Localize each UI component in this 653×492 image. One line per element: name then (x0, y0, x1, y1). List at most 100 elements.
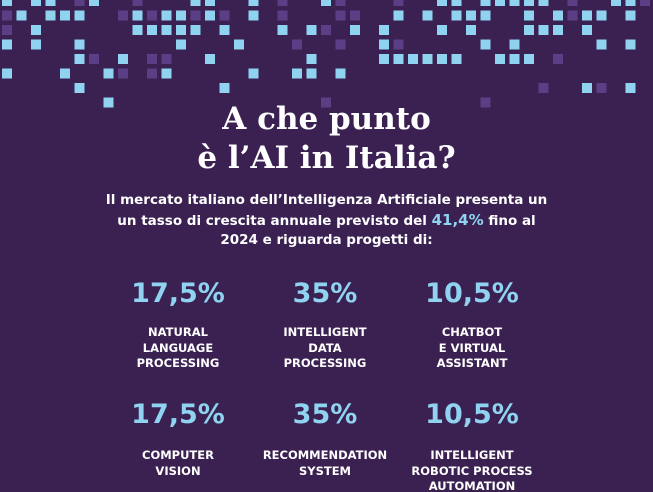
pixel (2, 0, 12, 6)
pixel (16, 10, 27, 21)
pixel (495, 0, 505, 6)
intro-text: un tasso di crescita annuale previsto de… (117, 213, 427, 229)
pixel-pattern (2, 0, 650, 108)
pixel (466, 10, 476, 21)
stat-label: ASSISTANT (436, 356, 508, 370)
pixel (538, 25, 549, 35)
pixel (393, 39, 404, 50)
pixel (277, 25, 288, 35)
pixel (350, 10, 360, 21)
pixel (596, 10, 607, 21)
pixel (509, 0, 520, 6)
stat-label: AUTOMATION (428, 479, 516, 492)
pixel (277, 0, 288, 6)
pixel (74, 39, 85, 50)
stat-value: 10,5% (425, 399, 519, 430)
pixel (379, 54, 389, 64)
title-line: A che punto (222, 101, 431, 137)
pixel (190, 10, 201, 21)
pixel (640, 0, 650, 6)
intro-line: un tasso di crescita annuale previsto de… (0, 210, 653, 231)
pixel (306, 68, 317, 79)
intro-text: fino al (488, 213, 536, 229)
highlight: 41,4% (431, 211, 484, 229)
pixel (45, 10, 56, 21)
pixel (553, 54, 563, 64)
pixel (350, 25, 360, 35)
pixel (248, 10, 259, 21)
pixel (118, 54, 128, 64)
pixel (147, 68, 157, 79)
stat-label: ROBOTIC PROCESS (411, 463, 533, 478)
pixel (132, 25, 143, 35)
pixel (118, 68, 128, 79)
pixel (582, 10, 592, 21)
pixel (205, 10, 215, 21)
pixel (118, 10, 128, 21)
pixel (292, 68, 302, 79)
pixel (582, 83, 592, 93)
pixel (60, 10, 70, 21)
pixel (567, 0, 578, 6)
pixel (393, 54, 404, 64)
pixel (176, 10, 186, 21)
stat-value: 17,5% (131, 399, 225, 430)
pixel (161, 25, 172, 35)
pixel (219, 10, 230, 21)
pixel (596, 39, 607, 50)
pixel (393, 0, 404, 6)
pixel (321, 0, 331, 6)
pixel (31, 0, 41, 6)
pixel (132, 0, 143, 6)
pixel (625, 0, 636, 6)
pixel (538, 83, 549, 93)
stat-value: 10,5% (425, 278, 519, 309)
pixel (74, 54, 85, 64)
pixel (103, 97, 114, 108)
pixel (89, 0, 99, 6)
pixel (393, 10, 404, 21)
pixel (625, 39, 636, 50)
pixel (509, 54, 520, 64)
intro-line: 2024 e riguarda progetti di: (220, 232, 433, 248)
stat-label: LANGUAGE (142, 340, 214, 355)
pixel (379, 39, 389, 50)
pixel (611, 0, 621, 6)
stat-label: DATA (308, 340, 342, 355)
pixel (335, 39, 346, 50)
pixel (2, 39, 12, 50)
stat-label: E VIRTUAL (438, 340, 506, 355)
pixel (132, 10, 143, 21)
pixel (74, 10, 85, 21)
stat-label: NATURAL (148, 325, 208, 339)
stat-value: 35% (292, 278, 358, 309)
stat-label: PROCESSING (136, 356, 220, 370)
pixel (147, 54, 157, 64)
pixel (147, 10, 157, 21)
pixel (60, 68, 70, 79)
pixel (451, 54, 462, 64)
pixel (451, 10, 462, 21)
pixel (335, 10, 346, 21)
stat-label: VISION (155, 463, 201, 478)
stat-label: CHATBOT (441, 325, 503, 339)
pixel (205, 0, 215, 6)
pixel (524, 0, 534, 6)
stat-label: PROCESSING (283, 356, 367, 370)
pixel (89, 54, 99, 64)
pixel (248, 0, 259, 6)
stat-label: RECOMMENDATION (262, 448, 388, 462)
pixel (596, 83, 607, 93)
pixel (74, 0, 85, 6)
pixel (306, 25, 317, 35)
pixel (451, 0, 462, 6)
pixel (248, 68, 259, 79)
pixel (161, 54, 172, 64)
pixel (625, 10, 636, 21)
pixel (176, 25, 186, 35)
pixel (437, 0, 447, 6)
pixel (31, 39, 41, 50)
pixel (582, 25, 592, 35)
pixel (292, 39, 302, 50)
